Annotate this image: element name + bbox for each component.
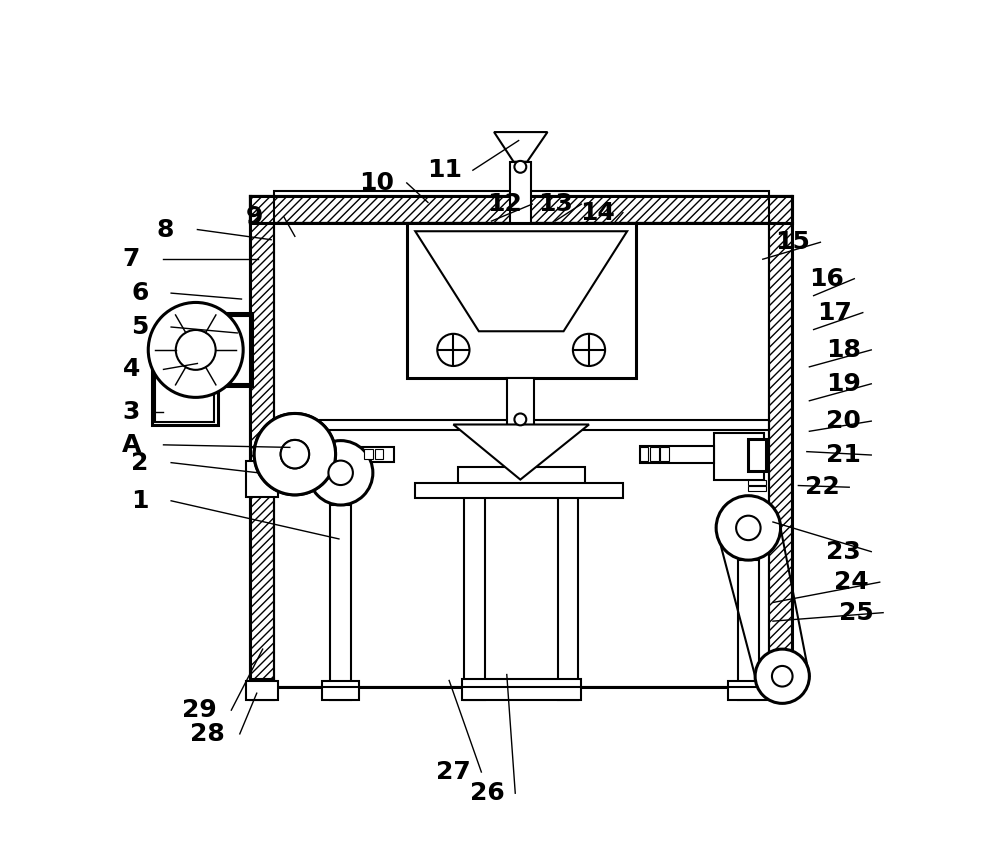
Bar [250,195,274,687]
Circle shape [514,413,526,425]
Bar [507,378,534,424]
Bar [748,486,766,492]
Bar [660,447,669,461]
Text: 15: 15 [775,230,810,254]
Text: 29: 29 [182,698,216,722]
Text: 18: 18 [826,338,861,362]
Polygon shape [453,424,589,480]
Polygon shape [415,231,627,331]
Text: 28: 28 [190,722,225,746]
Polygon shape [494,132,547,162]
Bar [214,316,250,384]
Circle shape [176,330,216,370]
Bar [274,481,292,488]
Bar [250,195,792,222]
Circle shape [755,649,809,703]
Bar [250,679,274,700]
Circle shape [308,441,373,505]
Text: A: A [122,433,141,457]
Bar [558,480,578,700]
Bar [748,480,766,485]
Circle shape [148,302,243,397]
Text: 12: 12 [487,192,522,216]
Text: 3: 3 [123,400,140,424]
Text: 5: 5 [131,315,148,339]
Circle shape [772,666,793,687]
Text: 8: 8 [157,217,174,242]
Bar [464,480,485,700]
Bar [246,682,278,700]
Circle shape [328,460,353,485]
Text: 11: 11 [427,158,462,183]
Bar [364,449,373,459]
Text: 26: 26 [470,781,505,805]
Text: 23: 23 [826,540,861,564]
Text: 7: 7 [123,247,140,271]
Bar [407,222,636,378]
Bar [714,433,764,480]
Text: 21: 21 [826,443,861,467]
Bar [769,195,792,687]
Text: 25: 25 [839,601,873,625]
Bar [728,682,769,700]
Bar [330,505,351,700]
Bar [212,313,252,386]
Bar [375,449,383,459]
Bar [415,483,623,498]
Bar [458,467,585,484]
Bar [748,439,766,471]
Bar [336,447,394,462]
Circle shape [514,161,526,172]
Circle shape [254,413,336,495]
Bar [274,438,292,470]
Bar [274,475,292,481]
Text: 14: 14 [580,200,615,225]
Circle shape [716,496,781,560]
Bar [152,357,218,425]
Bar [640,446,714,463]
Text: 19: 19 [826,372,861,396]
Bar [640,447,648,461]
Bar [650,447,659,461]
Circle shape [573,334,605,366]
Text: 1: 1 [131,489,149,513]
Text: 2: 2 [131,451,148,475]
Bar [738,560,759,700]
Bar [322,682,359,700]
Bar [155,361,214,422]
Text: 16: 16 [809,267,844,290]
Text: 9: 9 [246,205,263,229]
Text: 20: 20 [826,409,861,433]
Text: 27: 27 [436,760,471,784]
Bar [246,461,278,497]
Circle shape [254,413,336,495]
Text: 4: 4 [123,357,140,381]
Bar [462,679,581,700]
Bar [274,222,769,687]
Circle shape [437,334,469,366]
Text: 22: 22 [805,475,839,499]
Circle shape [281,440,309,469]
Text: 13: 13 [538,192,573,216]
Circle shape [736,515,761,540]
Text: 10: 10 [360,171,395,195]
Bar [510,162,531,222]
Text: 6: 6 [131,281,148,305]
Circle shape [281,440,309,469]
Text: 17: 17 [817,301,852,324]
Text: 24: 24 [834,571,869,594]
Bar [274,191,769,222]
